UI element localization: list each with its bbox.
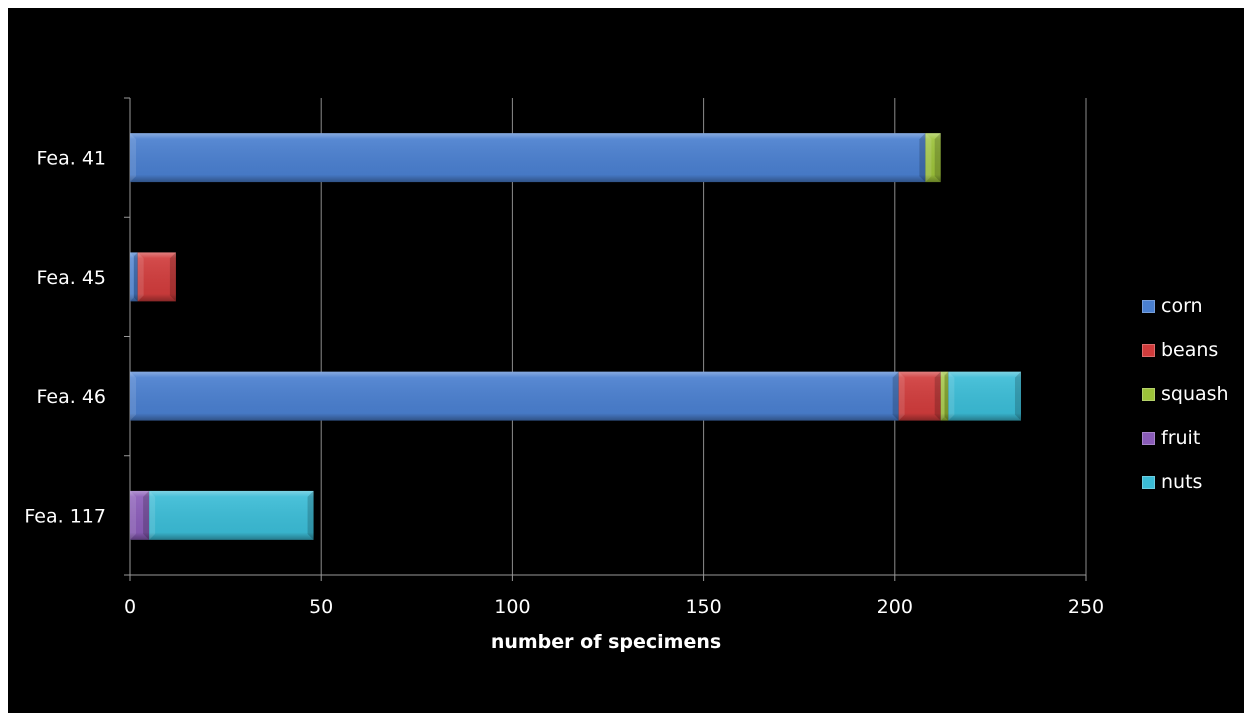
legend-item-squash: squash — [1142, 372, 1229, 416]
x-tick-label: 150 — [685, 596, 721, 618]
bar-corn-fea-41 — [130, 133, 926, 183]
legend-item-nuts: nuts — [1142, 460, 1229, 504]
bar-fruit-fea-117 — [130, 490, 150, 540]
legend-label: corn — [1161, 295, 1203, 317]
x-tick-label: 200 — [877, 596, 913, 618]
legend-swatch-beans — [1142, 343, 1155, 357]
legend-swatch-corn — [1142, 299, 1155, 313]
bar-nuts-fea-117 — [149, 490, 314, 540]
x-tick-label: 250 — [1068, 596, 1104, 618]
bar-beans-fea-45 — [137, 252, 176, 302]
legend-swatch-fruit — [1142, 431, 1155, 445]
legend-item-beans: beans — [1142, 328, 1229, 372]
y-category-label: Fea. 117 — [24, 505, 106, 527]
legend-label: nuts — [1161, 471, 1203, 493]
legend-item-fruit: fruit — [1142, 416, 1229, 460]
x-tick-label: 0 — [124, 596, 136, 618]
tick-labels: 0 50 100 150 200 250 Fea. 41 Fea. 45 Fea. 46 Fea.… — [24, 148, 1104, 618]
bar-squash-fea-41 — [925, 133, 941, 183]
bars — [130, 133, 1021, 540]
bar-squash-fea-46 — [940, 371, 949, 421]
y-category-label: Fea. 41 — [37, 148, 106, 170]
legend-swatch-squash — [1142, 387, 1155, 401]
legend-label: squash — [1161, 383, 1229, 405]
bar-corn-fea-45 — [130, 252, 138, 302]
legend-label: fruit — [1161, 427, 1201, 449]
stacked-bar-chart: 0 50 100 150 200 250 Fea. 41 Fea. 45 Fea. 46 Fea.… — [24, 97, 1104, 653]
chart-frame: 0 50 100 150 200 250 Fea. 41 Fea. 45 Fea. 46 Fea.… — [8, 8, 1244, 713]
legend-item-corn: corn — [1142, 284, 1229, 328]
x-tick-label: 100 — [494, 596, 530, 618]
bar-corn-fea-46 — [130, 371, 899, 421]
x-tick-label: 50 — [309, 596, 333, 618]
legend: corn beans squash fruit nuts — [1142, 284, 1229, 504]
y-category-label: Fea. 46 — [37, 386, 106, 408]
y-category-label: Fea. 45 — [37, 267, 106, 289]
legend-swatch-nuts — [1142, 475, 1155, 489]
bar-beans-fea-46 — [898, 371, 941, 421]
legend-label: beans — [1161, 339, 1219, 361]
x-axis-title: number of specimens — [491, 631, 721, 653]
bar-nuts-fea-46 — [948, 371, 1021, 421]
